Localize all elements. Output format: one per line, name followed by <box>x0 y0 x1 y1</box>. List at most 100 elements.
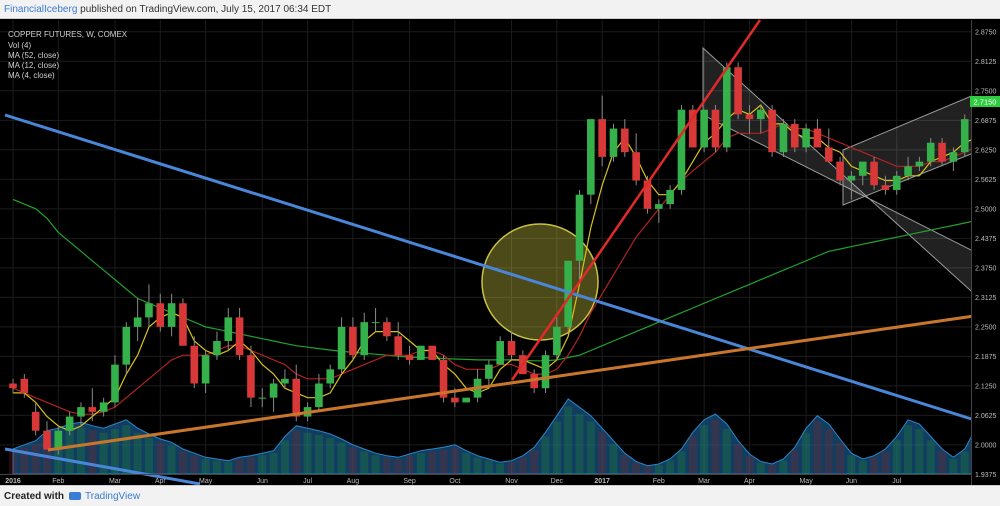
candle-body <box>722 67 731 148</box>
candle-body <box>77 407 85 417</box>
candle <box>224 307 233 351</box>
volume-bar <box>439 450 448 474</box>
volume-bar <box>802 432 811 474</box>
candle-body <box>133 317 142 327</box>
volume-bar <box>337 442 346 474</box>
price-tick-label: 2.7500 <box>975 88 997 95</box>
author-link[interactable]: FinancialIceberg <box>4 3 78 15</box>
volume-bar <box>915 429 924 474</box>
candle-body <box>926 142 935 162</box>
volume-bar <box>314 435 323 474</box>
footer-bar: Created with TradingView <box>0 485 1000 506</box>
volume-bar <box>598 432 607 474</box>
volume-bar <box>394 459 403 474</box>
candle-body <box>598 119 606 157</box>
candle-body <box>156 303 165 327</box>
price-tick-label: 2.1250 <box>975 383 997 390</box>
candle <box>836 156 844 186</box>
volume-bar <box>122 425 131 474</box>
volume-bar <box>768 465 777 474</box>
candle-body <box>281 378 289 384</box>
candle <box>88 388 97 422</box>
candle <box>122 322 131 375</box>
candle <box>915 156 924 172</box>
volume-bar <box>858 460 867 474</box>
volume-bar <box>201 459 210 474</box>
candle-body <box>9 383 17 389</box>
time-tick-label: Jul <box>892 478 901 485</box>
candle-body <box>145 303 153 318</box>
candle-body <box>575 194 584 261</box>
candle <box>247 345 255 408</box>
candle <box>711 104 720 153</box>
time-axis[interactable]: 2016 Feb Mar Apr May Jun Jul Aug Sep Oct Nov Dec 201… <box>0 474 971 486</box>
volume-bar <box>870 457 879 474</box>
candle-body <box>269 383 278 398</box>
volume-bar <box>836 442 845 474</box>
candle <box>655 199 663 223</box>
candle <box>813 119 822 148</box>
time-tick-label: Mar <box>698 478 711 485</box>
moving-averages <box>12 104 1000 432</box>
candle <box>337 317 346 375</box>
candle-body <box>621 128 629 153</box>
candle <box>190 336 199 389</box>
candle-body <box>745 114 754 120</box>
volume-bar <box>813 421 822 474</box>
volume-bar <box>960 451 969 474</box>
volume-bar <box>779 460 788 474</box>
candle <box>553 317 561 360</box>
price-tick-label: 2.3125 <box>975 295 997 302</box>
volume-bar <box>99 432 108 474</box>
candle-body <box>99 402 108 412</box>
candle <box>133 298 142 342</box>
volume-bar <box>654 465 663 474</box>
candle <box>745 104 754 134</box>
volume-bar <box>428 451 437 474</box>
candle-body <box>768 109 776 153</box>
candle-body <box>371 322 380 324</box>
tradingview-brand[interactable]: TradingView <box>85 490 141 502</box>
candle <box>258 388 267 408</box>
volume-bar <box>88 430 97 474</box>
time-tick-label: Jul <box>303 478 312 485</box>
candle <box>31 402 40 436</box>
volume-bar <box>190 455 199 474</box>
volume-bar <box>246 457 255 474</box>
candle-body <box>870 161 878 186</box>
candle-body <box>326 369 335 384</box>
time-tick-label: Oct <box>449 478 460 485</box>
candle <box>179 298 187 346</box>
candle <box>598 95 606 167</box>
volume-bar <box>450 447 459 474</box>
volume-bar <box>949 459 958 474</box>
candle-body <box>337 326 346 370</box>
volume-bar <box>65 429 74 474</box>
volume-bar <box>541 436 550 474</box>
candle-body <box>88 407 97 412</box>
candle <box>824 128 833 162</box>
candle-body <box>485 364 493 379</box>
price-tick-label: 2.0625 <box>975 413 997 420</box>
candle-body <box>779 123 788 153</box>
volume-bar <box>212 460 221 474</box>
candle <box>779 119 788 157</box>
volume-bar <box>575 414 584 474</box>
candle-body <box>711 109 720 148</box>
legend-vol: Vol (4) <box>8 41 31 50</box>
time-tick-label: Mar <box>109 478 122 485</box>
candle <box>428 345 437 360</box>
candle <box>632 133 640 186</box>
volume-bar <box>382 457 391 474</box>
candle-body <box>904 166 912 176</box>
legend: COPPER FUTURES, W, COMEX Vol (4) MA (52,… <box>8 30 128 80</box>
candle <box>417 345 425 360</box>
candle <box>689 104 697 148</box>
candle <box>145 284 153 327</box>
candle <box>111 355 119 408</box>
candle-body <box>179 303 187 346</box>
price-axis[interactable]: 2.8750 2.8125 2.7500 2.6875 2.6250 2.5625 2.50… <box>971 20 1000 485</box>
candle <box>938 138 946 167</box>
candle <box>213 331 221 360</box>
